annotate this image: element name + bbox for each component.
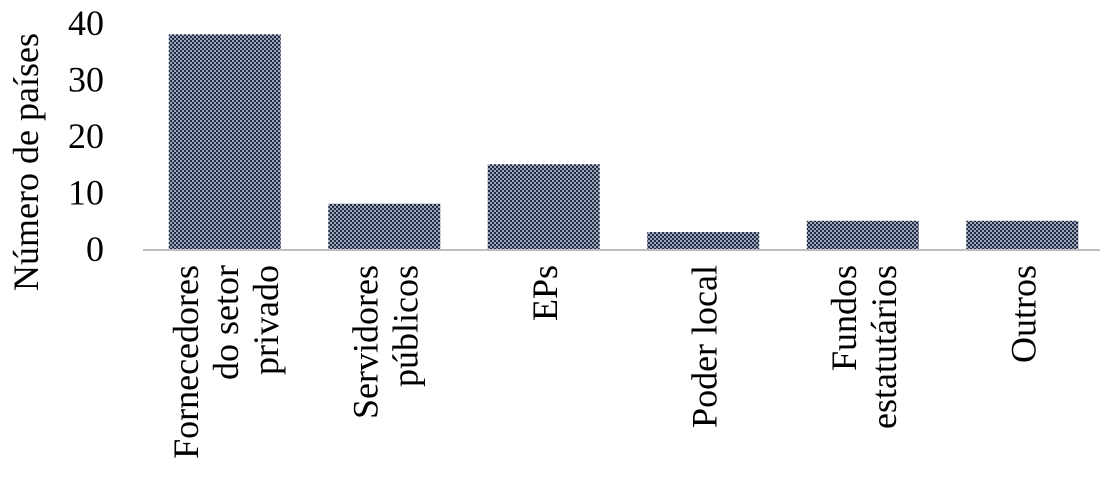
x-category-label: Fundos — [824, 265, 864, 371]
x-category-label: privado — [246, 265, 286, 375]
x-category-label: públicos — [385, 265, 425, 387]
bar — [647, 232, 760, 249]
x-category-label: Poder local — [684, 265, 724, 428]
y-tick-label: 40 — [68, 3, 104, 43]
y-tick-labels: 0 10 20 30 40 — [68, 3, 104, 269]
x-category-label: Outros — [1003, 265, 1043, 363]
bar — [487, 164, 600, 249]
x-category-label: EPs — [525, 265, 565, 321]
bar — [966, 220, 1079, 249]
y-axis-title: Número de países — [6, 33, 46, 291]
bar — [328, 203, 441, 249]
y-tick-label: 0 — [86, 229, 104, 269]
bar — [806, 220, 919, 249]
y-tick-label: 30 — [68, 60, 104, 100]
x-category-label: estatutários — [864, 265, 904, 429]
y-tick-label: 10 — [68, 173, 104, 213]
x-category-label: do setor — [206, 265, 246, 380]
x-category-label: Fornecedores — [166, 265, 206, 459]
x-category-labels: Fornecedores do setor privado Servidores púb… — [166, 265, 1044, 459]
y-tick-label: 20 — [68, 116, 104, 156]
x-category-label: Servidores — [345, 265, 385, 419]
bars — [168, 34, 1079, 249]
bar — [168, 34, 281, 249]
